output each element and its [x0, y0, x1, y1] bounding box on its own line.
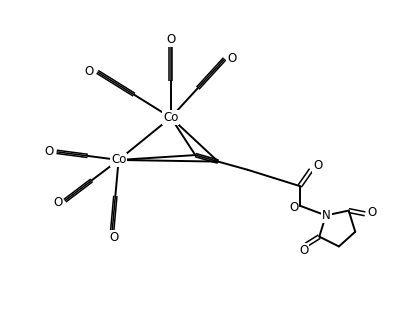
Text: O: O [166, 33, 176, 46]
Text: O: O [109, 231, 118, 244]
Text: Co: Co [111, 154, 126, 166]
Text: O: O [313, 160, 322, 172]
Text: O: O [53, 196, 62, 209]
Text: N: N [322, 209, 331, 222]
Text: O: O [299, 244, 308, 257]
Text: O: O [289, 201, 299, 214]
Text: O: O [368, 206, 377, 219]
Text: O: O [45, 145, 54, 158]
Text: O: O [84, 65, 94, 78]
Text: Co: Co [163, 111, 178, 124]
Text: O: O [227, 52, 236, 65]
